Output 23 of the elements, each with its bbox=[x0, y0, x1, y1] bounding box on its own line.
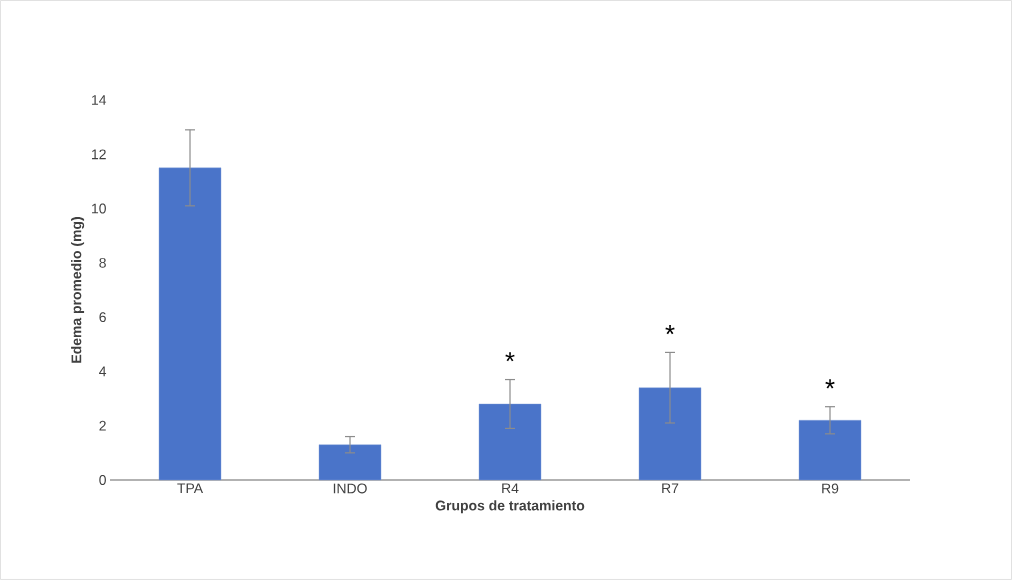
annotation: * bbox=[665, 325, 675, 335]
x-tick-label: TPA bbox=[177, 483, 204, 494]
y-tick-label: 2 bbox=[99, 420, 106, 431]
bar bbox=[158, 167, 222, 481]
x-tick-label: R7 bbox=[662, 483, 679, 494]
y-tick-label: 14 bbox=[92, 95, 107, 105]
y-tick-label: 6 bbox=[99, 312, 106, 323]
y-axis-title: Edema promedio (mg) bbox=[71, 217, 85, 363]
x-tick-label: R4 bbox=[502, 483, 519, 494]
annotation: * bbox=[505, 352, 515, 362]
bar bbox=[318, 444, 382, 481]
y-tick-label: 0 bbox=[99, 475, 106, 485]
y-tick-label: 10 bbox=[92, 203, 106, 214]
x-tick-label: R9 bbox=[822, 483, 839, 494]
y-tick-label: 12 bbox=[92, 149, 106, 160]
bar bbox=[478, 403, 542, 481]
bar bbox=[798, 420, 862, 481]
annotation: * bbox=[825, 379, 835, 389]
x-axis-title: Grupos de tratamiento bbox=[435, 500, 585, 514]
bar bbox=[638, 387, 702, 481]
x-tick-label: INDO bbox=[333, 483, 367, 494]
y-tick-label: 4 bbox=[99, 366, 107, 377]
y-tick-label: 8 bbox=[99, 257, 106, 268]
